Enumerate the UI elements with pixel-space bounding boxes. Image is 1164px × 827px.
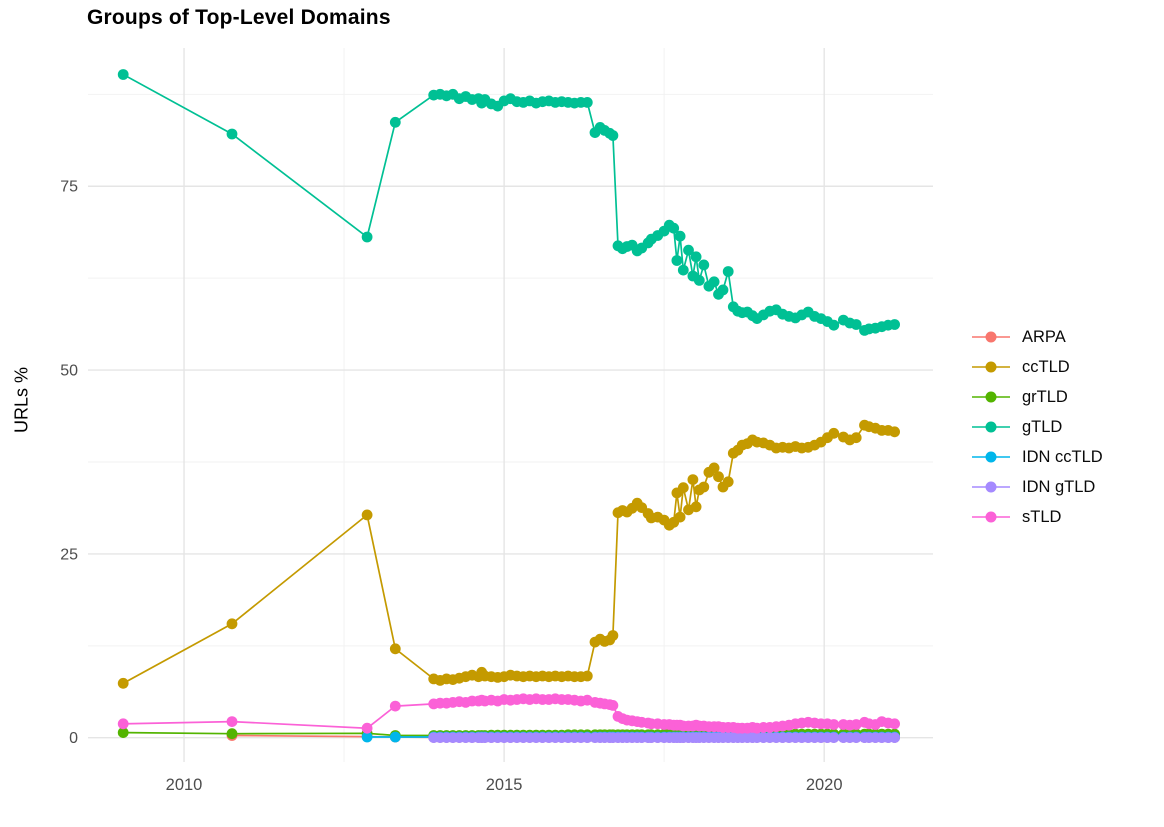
series-stld-point: [889, 718, 900, 730]
series-cctld-point: [713, 471, 724, 483]
legend-label: IDN ccTLD: [1022, 447, 1103, 466]
series-gtld-point: [389, 116, 401, 128]
series-idn-gtld-point: [850, 732, 862, 743]
legend-item-idn-cctld: IDN ccTLD: [972, 442, 1103, 472]
series-gtld-point: [677, 264, 689, 276]
series-gtld: [117, 69, 900, 336]
legend-item-stld: sTLD: [972, 502, 1103, 532]
legend-key-dot: [985, 331, 997, 343]
series-gtld-point: [671, 255, 683, 266]
series-gtld-point: [850, 319, 862, 330]
x-tick-label: 2020: [806, 776, 843, 794]
series-cctld-point: [722, 476, 734, 488]
series-idn-gtld-point: [889, 732, 900, 743]
series-cctld-point: [687, 474, 699, 485]
legend-item-idn-gtld: IDN gTLD: [972, 472, 1103, 502]
legend-label: ARPA: [1022, 327, 1066, 346]
legend-label: sTLD: [1022, 507, 1062, 526]
legend-key-dot: [985, 451, 997, 463]
series-cctld-point: [581, 670, 593, 682]
series-gtld-point: [717, 284, 729, 296]
series-cctld-point: [708, 462, 720, 474]
series-gtld-point: [674, 230, 686, 242]
y-tick-label: 0: [69, 730, 78, 747]
series-gtld-point: [607, 130, 619, 141]
legend-key-grtld-icon: [972, 390, 1010, 404]
chart-title: Groups of Top-Level Domains: [87, 6, 391, 29]
legend-label: grTLD: [1022, 387, 1068, 406]
series-cctld-point: [607, 630, 619, 641]
series-gtld-point: [698, 259, 710, 271]
legend-key-dot: [985, 511, 997, 523]
series-gtld-point: [683, 244, 694, 256]
legend-item-cctld: ccTLD: [972, 352, 1103, 382]
series-cctld-point: [117, 677, 129, 689]
y-tick-label: 75: [60, 179, 78, 196]
legend-key-arpa-icon: [972, 330, 1010, 344]
series-gtld-line: [122, 73, 895, 332]
series-idn-gtld-point: [581, 732, 593, 743]
series-gtld-point: [668, 222, 680, 234]
series-gtld-point: [693, 275, 705, 286]
legend: ARPA ccTLD grTLD gTLD IDN ccTLD IDN gTLD sTLD: [972, 322, 1103, 532]
legend-label: gTLD: [1022, 417, 1063, 436]
series-cctld-point: [698, 481, 710, 493]
series-stld-point: [850, 719, 862, 730]
legend-key-dot: [985, 421, 997, 433]
series-gtld-point: [722, 266, 734, 277]
series-stld: [117, 693, 900, 734]
series-idn-cctld-point: [389, 731, 401, 743]
series-gtld-point: [581, 97, 593, 108]
series-stld-point: [117, 718, 129, 730]
series-stld-point: [226, 716, 238, 727]
series-gtld-point: [690, 251, 702, 263]
series-stld-point: [389, 700, 401, 712]
legend-item-gtld: gTLD: [972, 412, 1103, 442]
series-gtld-point: [708, 276, 720, 288]
series-cctld-point: [690, 501, 702, 513]
series-cctld-point: [361, 509, 373, 521]
legend-key-cctld-icon: [972, 360, 1010, 374]
series-gtld-point: [889, 319, 900, 330]
legend-key-dot: [985, 391, 997, 403]
series-stld-point: [828, 719, 840, 730]
series-idn-gtld: [428, 732, 900, 743]
series-stld-point: [361, 722, 373, 734]
series-cctld-point: [889, 426, 900, 438]
series-gtld-point: [117, 69, 129, 80]
series-cctld-point: [389, 643, 401, 655]
legend-item-arpa: ARPA: [972, 322, 1103, 352]
legend-key-dot: [985, 361, 997, 373]
x-tick-label: 2015: [486, 776, 523, 794]
series-grtld-point: [117, 727, 129, 738]
series-stld-point: [607, 700, 619, 711]
series-cctld-point: [850, 432, 862, 444]
y-tick-label: 50: [60, 363, 78, 380]
series-cctld: [117, 419, 900, 689]
series-gtld-point: [226, 128, 238, 140]
legend-label: IDN gTLD: [1022, 477, 1096, 496]
series-cctld-point: [674, 511, 686, 523]
legend-label: ccTLD: [1022, 357, 1070, 376]
legend-key-stld-icon: [972, 510, 1010, 524]
series-gtld-point: [361, 231, 373, 243]
series-idn-cctld-point: [361, 731, 373, 743]
legend-item-grtld: grTLD: [972, 382, 1103, 412]
series-cctld-point: [226, 618, 238, 630]
x-tick-label: 2010: [166, 776, 203, 794]
legend-key-dot: [985, 481, 997, 493]
legend-key-idn-cctld-icon: [972, 450, 1010, 464]
series-gtld-point: [828, 319, 840, 331]
series-idn-gtld-point: [828, 732, 840, 743]
y-tick-label: 25: [60, 546, 78, 563]
legend-key-gtld-icon: [972, 420, 1010, 434]
series-grtld-point: [226, 728, 238, 740]
series-cctld-point: [828, 427, 840, 439]
legend-key-idn-gtld-icon: [972, 480, 1010, 494]
series-cctld-point: [677, 482, 689, 494]
